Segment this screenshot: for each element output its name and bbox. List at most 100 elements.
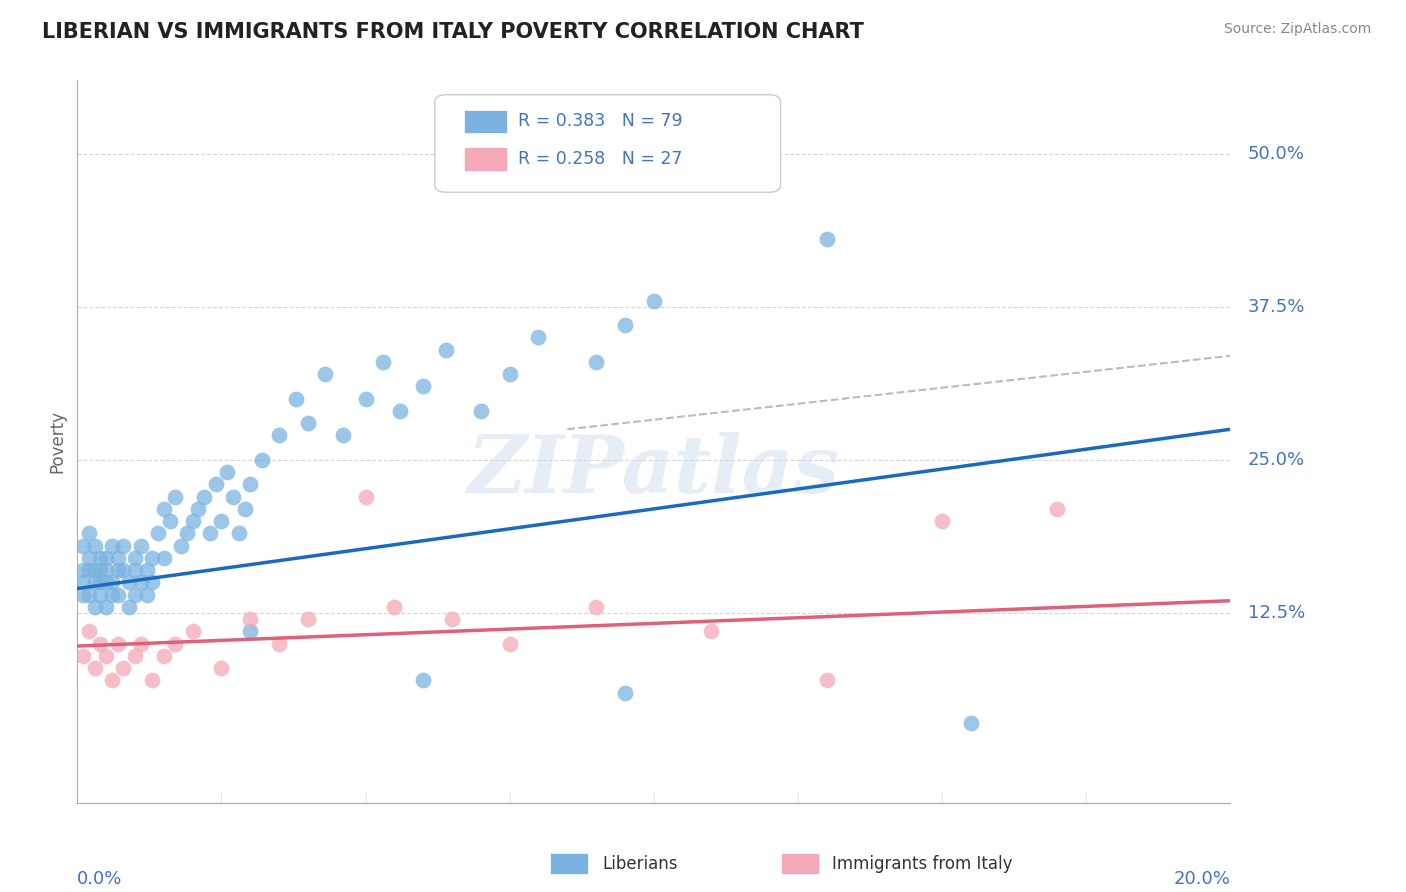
Point xyxy=(124,588,146,602)
Point xyxy=(211,514,233,528)
Point xyxy=(314,367,336,381)
Point xyxy=(124,648,146,663)
Point xyxy=(101,539,124,553)
Point xyxy=(124,563,146,577)
Point xyxy=(585,599,607,614)
Point xyxy=(118,599,141,614)
Point xyxy=(412,673,434,688)
Point xyxy=(204,477,226,491)
Point xyxy=(815,673,838,688)
Point xyxy=(72,648,94,663)
Point xyxy=(141,550,163,565)
Point xyxy=(72,563,94,577)
Point xyxy=(89,563,111,577)
FancyBboxPatch shape xyxy=(434,95,780,193)
Point xyxy=(1046,502,1069,516)
Point xyxy=(297,612,319,626)
Point xyxy=(267,637,291,651)
Point xyxy=(228,526,250,541)
Text: 12.5%: 12.5% xyxy=(1247,604,1305,622)
Point xyxy=(165,490,187,504)
Point xyxy=(815,232,838,246)
Point xyxy=(107,588,129,602)
Point xyxy=(614,685,637,699)
Point xyxy=(77,526,100,541)
Point xyxy=(285,392,308,406)
Point xyxy=(222,490,245,504)
Point xyxy=(585,355,607,369)
Point xyxy=(297,416,319,430)
Point xyxy=(267,428,291,442)
Point xyxy=(101,673,124,688)
Text: R = 0.383   N = 79: R = 0.383 N = 79 xyxy=(517,112,682,130)
Point xyxy=(181,514,204,528)
Point xyxy=(187,502,209,516)
Point xyxy=(89,637,111,651)
FancyBboxPatch shape xyxy=(464,110,508,133)
Text: 50.0%: 50.0% xyxy=(1247,145,1305,162)
Point xyxy=(389,404,412,418)
Text: 37.5%: 37.5% xyxy=(1247,298,1305,316)
Point xyxy=(371,355,394,369)
Point xyxy=(499,637,522,651)
Point xyxy=(129,539,152,553)
Point xyxy=(217,465,239,479)
Point xyxy=(239,612,262,626)
Point xyxy=(101,588,124,602)
Point xyxy=(107,550,129,565)
Point xyxy=(89,575,111,590)
Point xyxy=(250,453,273,467)
Point xyxy=(434,343,457,357)
FancyBboxPatch shape xyxy=(464,147,508,170)
Point xyxy=(72,539,94,553)
Text: LIBERIAN VS IMMIGRANTS FROM ITALY POVERTY CORRELATION CHART: LIBERIAN VS IMMIGRANTS FROM ITALY POVERT… xyxy=(42,22,865,42)
Point xyxy=(499,367,522,381)
Point xyxy=(643,293,665,308)
Point xyxy=(101,575,124,590)
Point xyxy=(441,612,464,626)
Text: 25.0%: 25.0% xyxy=(1247,451,1305,469)
Point xyxy=(89,550,111,565)
Point xyxy=(170,539,193,553)
Point xyxy=(129,637,152,651)
Point xyxy=(146,526,169,541)
Point xyxy=(77,624,100,639)
Point xyxy=(412,379,434,393)
Text: R = 0.258   N = 27: R = 0.258 N = 27 xyxy=(517,150,682,168)
Point xyxy=(96,563,118,577)
Point xyxy=(159,514,181,528)
Point xyxy=(89,588,111,602)
Point xyxy=(354,490,377,504)
Point xyxy=(193,490,215,504)
Text: Source: ZipAtlas.com: Source: ZipAtlas.com xyxy=(1223,22,1371,37)
Point xyxy=(181,624,204,639)
Point xyxy=(83,599,105,614)
Point xyxy=(107,563,129,577)
Point xyxy=(135,588,157,602)
Point xyxy=(107,637,129,651)
Point xyxy=(141,575,163,590)
Point xyxy=(83,661,105,675)
Point xyxy=(141,673,163,688)
Point xyxy=(96,648,118,663)
Point xyxy=(96,575,118,590)
Point xyxy=(77,588,100,602)
Text: Liberians: Liberians xyxy=(602,855,678,873)
FancyBboxPatch shape xyxy=(550,854,588,873)
Text: ZIPatlas: ZIPatlas xyxy=(468,432,839,509)
Point xyxy=(198,526,221,541)
Point xyxy=(332,428,354,442)
Point xyxy=(135,563,157,577)
Point xyxy=(124,550,146,565)
Point xyxy=(72,575,94,590)
Point xyxy=(96,599,118,614)
Point xyxy=(931,514,953,528)
Point xyxy=(700,624,723,639)
Point xyxy=(83,575,105,590)
Text: 0.0%: 0.0% xyxy=(77,871,122,888)
Point xyxy=(129,575,152,590)
Y-axis label: Poverty: Poverty xyxy=(48,410,66,473)
Point xyxy=(470,404,492,418)
Point xyxy=(118,575,141,590)
Point xyxy=(960,716,983,731)
